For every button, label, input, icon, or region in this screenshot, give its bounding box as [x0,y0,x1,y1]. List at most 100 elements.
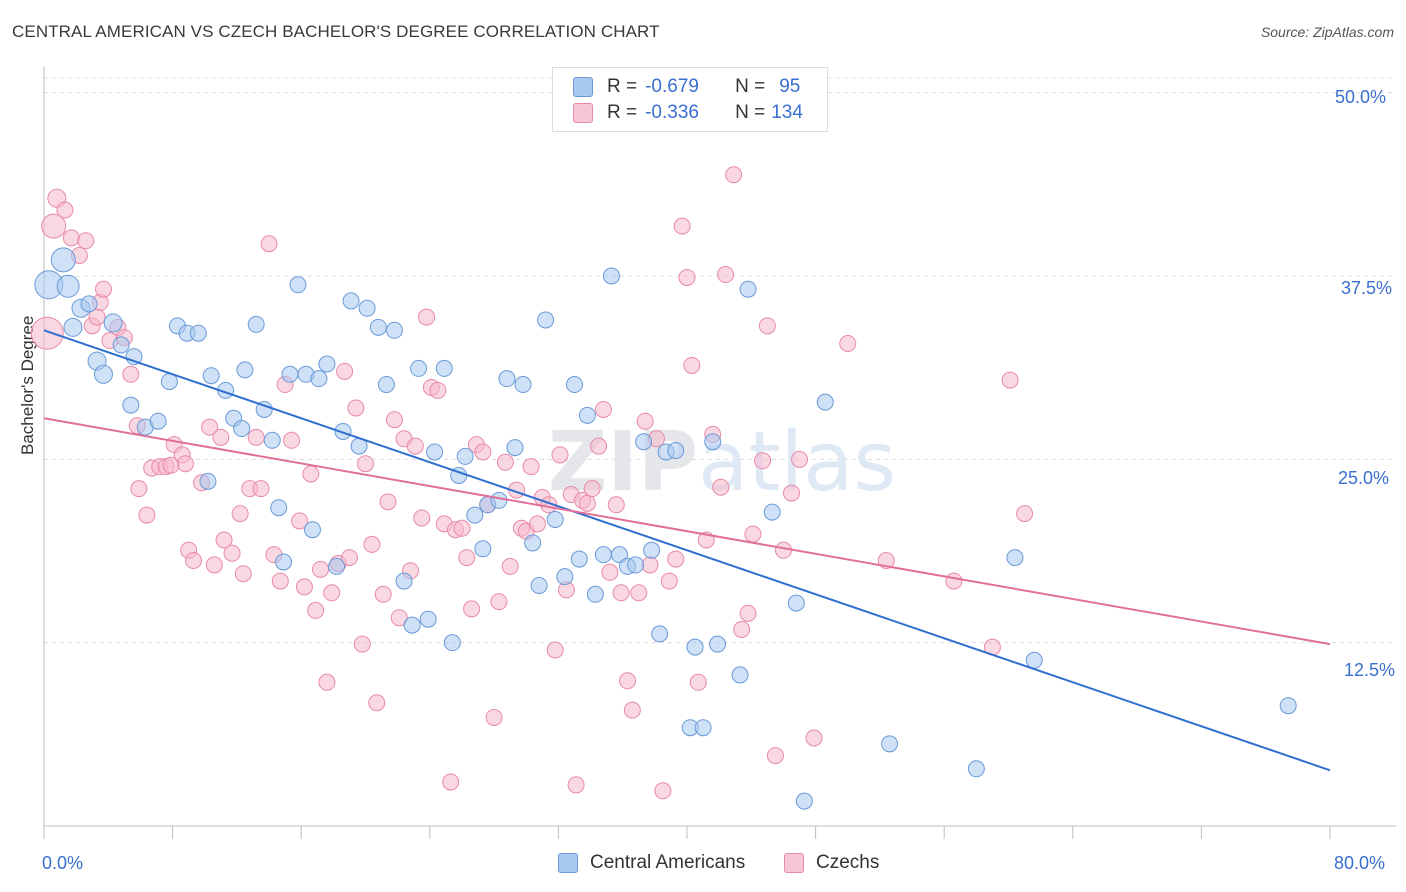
czech-point [654,782,672,800]
central-american-point [80,295,98,313]
czech-point [234,565,252,583]
czech-point [184,552,202,570]
czech-point [594,400,612,418]
czech-point [501,557,519,575]
central-american-point [704,433,722,451]
r-value: -0.336 [645,102,699,123]
chart-title: CENTRAL AMERICAN VS CZECH BACHELOR'S DEG… [12,22,660,41]
central-american-point [385,321,403,339]
central-american-point [578,406,596,424]
czech-point [212,428,230,446]
czech-point [295,578,313,596]
czech-point [302,465,320,483]
watermark: ZIPatlas [548,415,896,510]
czech-point [630,584,648,602]
czech-point [782,484,800,502]
central-american-point [1006,549,1024,567]
central-american-point [466,506,484,524]
czech-point [636,412,654,430]
central-american-point [263,431,281,449]
central-american-point [281,365,299,383]
y-tick-25: 25.0% [1338,468,1390,488]
central-american-point [709,635,727,653]
czech-point [56,201,74,219]
czech-point [551,446,569,464]
czech-point [1001,371,1019,389]
czech-trendline [43,417,1331,646]
czech-point [522,458,540,476]
czech-point [607,496,625,514]
czech-point [406,437,424,455]
czech-point [490,593,508,611]
czech-point [357,455,374,473]
blue-swatch [558,853,578,873]
legend-label: Czechs [816,852,880,873]
r-label: R = [607,76,638,97]
czech-point [546,641,564,659]
central-american-point [93,364,113,384]
source-credit: Source: ZipAtlas.com [1260,24,1394,40]
czech-point [839,334,857,352]
czech-point [791,450,809,468]
central-american-point [149,412,167,430]
czech-point [805,729,823,747]
central-american-point [395,572,413,590]
central-american-point [506,439,524,457]
central-american-point [426,443,444,461]
central-american-point [731,666,749,684]
czech-point [271,572,289,590]
czech-point [567,776,585,794]
r-value: -0.679 [645,76,699,97]
central-american-point [303,521,321,539]
czech-point [385,411,403,429]
czech-point [205,556,223,574]
central-american-point [247,315,265,333]
czech-point [336,362,354,380]
legend-czechs: Czechs [784,852,879,874]
czech-point [733,620,751,638]
czech-point [215,531,233,549]
central-american-point [275,553,293,571]
central-american-point [369,318,387,336]
czech-point [774,541,792,559]
central-american-point [816,393,834,411]
czech-point [41,213,67,239]
czech-point [311,560,329,578]
central-american-point [1025,651,1043,669]
central-american-point [795,792,813,810]
czech-point [453,519,471,537]
czech-point [94,280,112,298]
czech-point [353,635,371,653]
central-american-point [233,420,251,438]
czech-point [712,478,730,496]
central-american-point [289,276,307,294]
czech-point [291,512,309,530]
central-american-point [419,610,437,628]
central-american-point [236,361,254,379]
czech-point [340,549,358,567]
y-tick-50: 50.0% [1335,87,1387,107]
n-label: N = [735,102,766,123]
series-legend: Central Americans Czechs [0,852,1406,878]
czech-point [754,452,772,470]
czech-point [583,480,601,498]
czech-point [429,381,447,399]
czech-point [673,217,691,235]
legend-label: Central Americans [590,852,746,873]
legend-row-czechs: R = -0.336 N = 134 [573,101,803,125]
pink-swatch [784,853,804,873]
czech-point [307,601,325,619]
central-american-point [112,336,130,354]
central-american-point [763,503,781,521]
central-american-point [318,355,336,373]
central-american-point [537,311,555,329]
czech-point [689,673,707,691]
central-american-point [435,359,453,377]
legend-row-central-americans: R = -0.679 N = 95 [573,75,800,99]
central-american-point [530,576,548,594]
czech-point [231,505,249,523]
x-tick-min: 0.0% [42,853,84,873]
czech-point [1016,505,1034,523]
central-american-point [1279,697,1297,715]
czech-point [122,365,140,383]
